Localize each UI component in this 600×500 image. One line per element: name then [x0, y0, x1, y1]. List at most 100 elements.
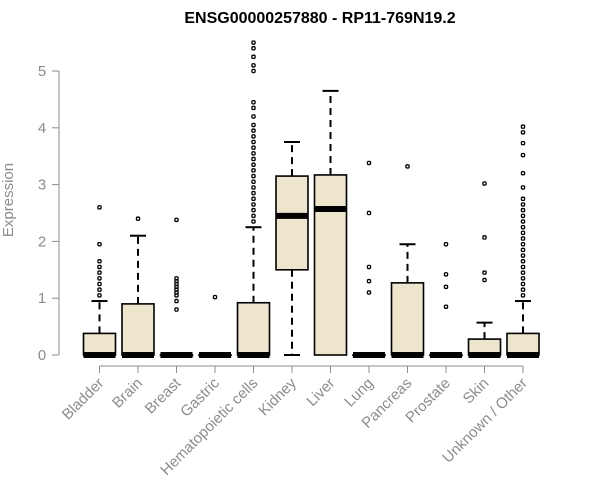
outlier-point: [520, 241, 526, 247]
outlier-point: [97, 293, 102, 298]
outlier-point: [366, 160, 372, 166]
outlier-point: [97, 259, 102, 264]
outlier-point: [251, 213, 256, 219]
outlier-point: [520, 253, 526, 258]
box-unknown-other: [506, 124, 540, 358]
box-body: [121, 303, 155, 356]
outlier-point: [520, 259, 526, 264]
box-body: [506, 332, 540, 356]
outlier-point: [97, 205, 102, 210]
outlier-point: [520, 293, 526, 298]
outlier-point: [212, 294, 218, 300]
outlier-point: [482, 181, 487, 186]
outlier-point: [251, 219, 256, 224]
outlier-point: [520, 230, 526, 236]
box-body: [236, 301, 271, 356]
x-tick-label: Bladder: [59, 375, 108, 424]
outlier-point: [520, 281, 526, 287]
box-brain: [121, 216, 155, 358]
outlier-point: [482, 277, 487, 283]
outlier-point: [251, 134, 256, 139]
outlier-point: [366, 264, 372, 270]
outlier-point: [251, 173, 256, 179]
outlier-point: [405, 164, 410, 169]
box-body: [390, 282, 425, 356]
box-skin: [467, 181, 502, 358]
chart-title: ENSG00000257880 - RP11-769N19.2: [184, 10, 455, 27]
y-tick-label: 2: [38, 233, 46, 250]
outlier-point: [251, 122, 256, 128]
outlier-point: [251, 40, 256, 45]
box-body: [82, 332, 117, 356]
outlier-point: [251, 54, 256, 60]
x-tick-label: Kidney: [255, 374, 300, 419]
box-body: [313, 174, 348, 356]
outlier-point: [174, 298, 179, 304]
box-liver: [313, 89, 348, 356]
outlier-point: [251, 105, 256, 111]
outlier-point: [135, 216, 141, 221]
outlier-point: [520, 202, 526, 207]
outlier-point: [482, 270, 487, 275]
outlier-point: [251, 151, 256, 156]
outlier-point: [251, 156, 256, 162]
outlier-point: [520, 152, 526, 158]
box-bladder: [82, 205, 117, 358]
y-tick-label: 1: [38, 290, 46, 307]
outlier-point: [520, 219, 526, 224]
outlier-point: [251, 185, 256, 190]
outlier-point: [520, 170, 526, 176]
outlier-point: [520, 287, 526, 292]
x-tick-label: Lung: [341, 375, 377, 411]
outlier-point: [251, 190, 256, 196]
outlier-point: [251, 202, 256, 207]
y-tick-label: 3: [38, 177, 46, 194]
outlier-point: [251, 196, 256, 202]
outlier-point: [174, 217, 179, 223]
outlier-point: [251, 128, 256, 133]
outlier-point: [520, 276, 526, 281]
outlier-point: [520, 236, 526, 241]
x-tick-label: Brain: [109, 375, 146, 412]
outlier-point: [97, 281, 102, 287]
box-lung: [352, 160, 386, 358]
y-tick-label: 5: [38, 63, 46, 80]
outlier-point: [520, 130, 526, 135]
x-tick-label: Skin: [460, 375, 493, 408]
outlier-point: [251, 99, 256, 105]
y-axis-label: Expression: [0, 163, 17, 237]
outlier-point: [251, 46, 256, 51]
outlier-point: [97, 270, 102, 275]
y-tick-label: 4: [38, 120, 46, 137]
outlier-point: [366, 278, 372, 284]
outlier-point: [520, 196, 526, 202]
y-axis: 0 1 2 3 4 5: [38, 63, 60, 364]
y-tick-label: 0: [38, 347, 46, 364]
outlier-point: [520, 207, 526, 213]
outlier-point: [443, 241, 449, 247]
outlier-point: [251, 139, 256, 145]
outlier-point: [520, 140, 526, 146]
box-pancreas: [390, 164, 425, 358]
outlier-point: [520, 213, 526, 219]
outlier-point: [520, 124, 526, 129]
outlier-point: [251, 145, 256, 150]
outlier-point: [443, 272, 449, 277]
outlier-point: [251, 179, 256, 185]
box-gastric: [198, 294, 232, 358]
outlier-point: [97, 264, 102, 270]
box-hematopoietic-cells: [236, 40, 271, 358]
outlier-point: [251, 63, 256, 68]
box-breast: [159, 217, 194, 358]
outlier-point: [366, 210, 372, 216]
outlier-point: [520, 247, 526, 253]
outlier-point: [520, 270, 526, 275]
outlier-point: [366, 290, 372, 295]
outlier-point: [520, 224, 526, 230]
outlier-point: [97, 287, 102, 292]
x-tick-label: Liver: [303, 375, 338, 410]
box-prostate: [429, 241, 463, 358]
outlier-point: [443, 304, 449, 309]
